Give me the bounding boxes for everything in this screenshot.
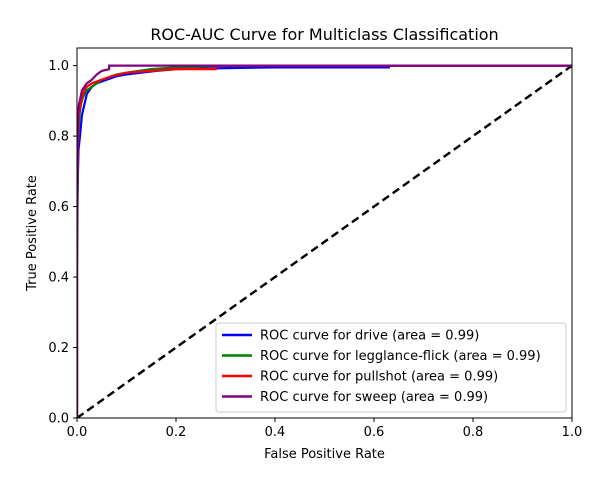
chart-title: ROC-AUC Curve for Multiclass Classificat… [150, 25, 498, 44]
x-tick-label: 0.4 [265, 425, 286, 440]
y-tick-label: 0.6 [48, 200, 69, 215]
y-tick-label: 0.8 [48, 130, 69, 145]
x-axis-label: False Positive Rate [264, 447, 385, 462]
x-tick-label: 1.0 [562, 425, 583, 440]
y-axis: 0.0 0.2 0.4 0.6 0.8 1.0 [48, 59, 77, 427]
y-tick-label: 0.2 [48, 341, 69, 356]
y-axis-label: True Positive Rate [25, 175, 40, 292]
legend: ROC curve for drive (area = 0.99) ROC cur… [215, 322, 567, 413]
x-tick-label: 0.0 [67, 425, 88, 440]
x-tick-label: 0.8 [463, 425, 484, 440]
legend-entry: ROC curve for drive (area = 0.99) [260, 329, 479, 344]
y-tick-label: 1.0 [48, 59, 69, 74]
roc-curve-3 [77, 64, 572, 418]
plot-frame [76, 47, 573, 419]
legend-entry: ROC curve for pullshot (area = 0.99) [260, 370, 498, 385]
y-tick-label: 0.4 [48, 271, 69, 286]
legend-entry: ROC curve for legglance-flick (area = 0.… [260, 349, 541, 364]
x-axis: 0.0 0.2 0.4 0.6 0.8 1.0 [67, 418, 583, 440]
x-tick-label: 0.6 [364, 425, 385, 440]
chance-diagonal-line [77, 64, 572, 418]
plot-area [77, 64, 572, 418]
legend-entry: ROC curve for sweep (area = 0.99) [260, 390, 488, 405]
roc-curve-0 [77, 64, 572, 418]
y-tick-label: 0.0 [48, 412, 69, 427]
x-tick-label: 0.2 [166, 425, 187, 440]
legend-box [215, 322, 567, 413]
